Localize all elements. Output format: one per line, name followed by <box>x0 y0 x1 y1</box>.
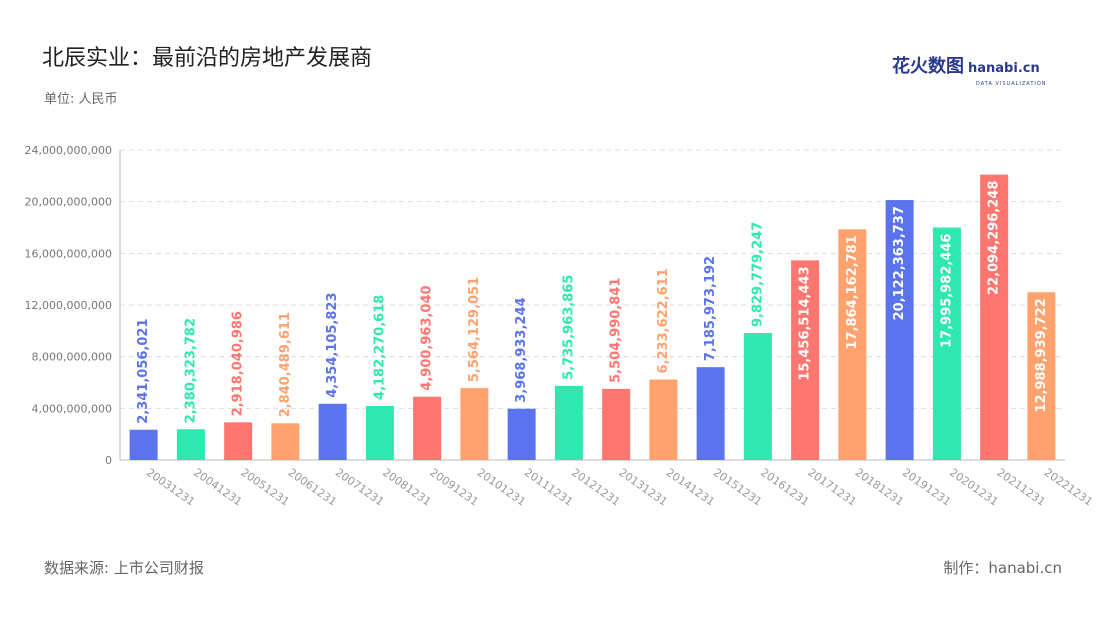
x-tick-label: 20221231 <box>1042 466 1095 509</box>
data-label: 2,840,489,611 <box>278 312 293 417</box>
page-title: 北辰实业：最前沿的房地产发展商 <box>42 46 373 71</box>
x-tick-label: 20051231 <box>238 466 291 509</box>
data-label: 4,900,963,040 <box>420 285 435 390</box>
x-tick-label: 20181231 <box>853 466 906 509</box>
data-label: 2,341,056,021 <box>136 318 151 423</box>
x-tick-label: 20041231 <box>191 466 244 509</box>
x-tick-label: 20191231 <box>900 466 953 509</box>
data-label: 20,122,363,737 <box>892 206 907 320</box>
bar <box>885 200 914 461</box>
bar <box>365 405 394 460</box>
x-tick-label: 20111231 <box>522 466 575 509</box>
x-tick-label: 20161231 <box>758 466 811 509</box>
data-label: 7,185,973,192 <box>703 256 718 361</box>
data-label: 3,968,933,244 <box>514 297 529 402</box>
x-tick-label: 20211231 <box>994 466 1047 509</box>
x-tick-label: 20031231 <box>144 466 197 509</box>
data-label: 4,182,270,618 <box>372 295 387 400</box>
logo-sub: DATA VISUALIZATION <box>976 81 1047 87</box>
x-tick-label: 20141231 <box>664 466 717 509</box>
x-tick-label: 20081231 <box>380 466 433 509</box>
x-tick-label: 20201231 <box>947 466 1000 509</box>
bar <box>460 388 489 460</box>
bar <box>176 429 205 460</box>
data-label: 2,918,040,986 <box>231 311 246 416</box>
bar <box>743 333 772 460</box>
y-tick-label: 16,000,000,000 <box>25 247 112 260</box>
unit-label: 单位: 人民币 <box>44 92 118 107</box>
data-label: 5,735,963,865 <box>561 275 576 380</box>
bar <box>271 423 300 460</box>
y-tick-label: 0 <box>105 454 112 467</box>
bar <box>224 422 253 460</box>
x-tick-label: 20061231 <box>286 466 339 509</box>
x-tick-label: 20091231 <box>427 466 480 509</box>
data-source: 数据来源: 上市公司财报 <box>44 559 204 577</box>
data-label: 12,988,939,722 <box>1034 298 1049 412</box>
data-label: 2,380,323,782 <box>183 318 198 423</box>
data-label: 17,864,162,781 <box>845 235 860 349</box>
maker-credit: 制作：hanabi.cn <box>943 559 1062 577</box>
bar <box>696 367 725 460</box>
bar <box>838 229 867 460</box>
data-label: 5,564,129,051 <box>467 277 482 382</box>
bar <box>932 227 961 460</box>
data-label: 15,456,514,443 <box>798 266 813 380</box>
bar <box>554 385 583 460</box>
x-tick-label: 20071231 <box>333 466 386 509</box>
data-label: 9,829,779,247 <box>750 222 765 327</box>
bar <box>791 260 820 460</box>
y-tick-label: 8,000,000,000 <box>32 351 112 364</box>
y-tick-label: 20,000,000,000 <box>25 196 112 209</box>
y-tick-label: 4,000,000,000 <box>32 402 112 415</box>
bar <box>1027 292 1056 460</box>
x-tick-label: 20101231 <box>475 466 528 509</box>
bar <box>413 396 442 460</box>
logo-en: hanabi.cn <box>968 61 1040 76</box>
bar <box>507 408 536 460</box>
logo: 花火数图 hanabi.cn DATA VISUALIZATION <box>892 56 1046 87</box>
bar <box>980 174 1009 460</box>
x-tick-label: 20121231 <box>569 466 622 509</box>
x-tick-label: 20171231 <box>805 466 858 509</box>
bar <box>649 379 678 460</box>
data-label: 5,504,990,841 <box>609 278 624 383</box>
x-tick-label: 20151231 <box>711 466 764 509</box>
bar <box>602 388 631 460</box>
data-label: 4,354,105,823 <box>325 292 340 397</box>
data-label: 17,995,982,446 <box>939 234 954 348</box>
bar <box>129 429 158 460</box>
data-label: 6,233,622,611 <box>656 268 671 373</box>
x-tick-label: 20131231 <box>616 466 669 509</box>
data-label: 22,094,296,248 <box>987 181 1002 295</box>
bar <box>318 403 347 460</box>
y-tick-label: 24,000,000,000 <box>25 144 112 157</box>
logo-cn: 花火数图 <box>892 56 964 77</box>
y-tick-label: 12,000,000,000 <box>25 299 112 312</box>
